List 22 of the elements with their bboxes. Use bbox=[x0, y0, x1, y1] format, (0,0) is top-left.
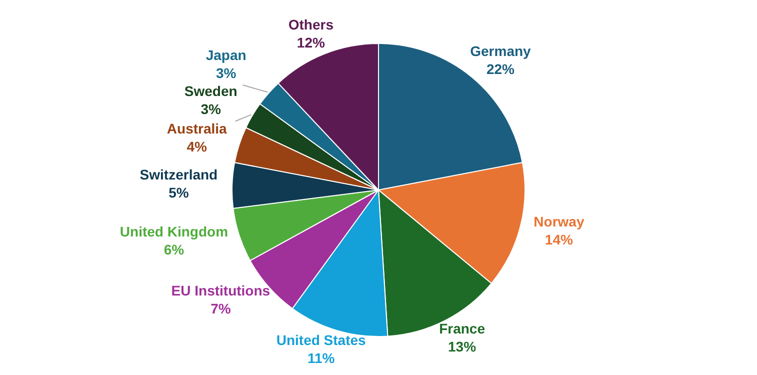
data-label: 11% bbox=[307, 350, 336, 366]
data-label: 3% bbox=[216, 64, 237, 81]
slice-label: Switzerland bbox=[140, 166, 218, 183]
data-label: 6% bbox=[164, 241, 185, 258]
slice-label: Germany bbox=[470, 43, 532, 60]
data-label: 14% bbox=[544, 231, 574, 248]
data-label: 4% bbox=[186, 138, 208, 154]
slice-label: Sweden bbox=[184, 83, 238, 100]
data-label: 13% bbox=[448, 338, 477, 355]
data-label: 5% bbox=[168, 184, 190, 201]
slice-label: Others bbox=[288, 16, 334, 33]
slice-label: Australia bbox=[166, 120, 228, 136]
slice-label: EU Institutions bbox=[171, 282, 270, 298]
data-label: 3% bbox=[200, 101, 222, 118]
slice-label: Japan bbox=[206, 46, 246, 63]
data-label: 12% bbox=[296, 34, 326, 51]
slice-label: France bbox=[439, 320, 486, 337]
slice-label: United States bbox=[276, 332, 366, 348]
data-label: 7% bbox=[210, 300, 232, 316]
slice-label: United Kingdom bbox=[120, 223, 228, 240]
slice-label: Norway bbox=[534, 213, 584, 230]
data-label: 22% bbox=[486, 61, 516, 78]
